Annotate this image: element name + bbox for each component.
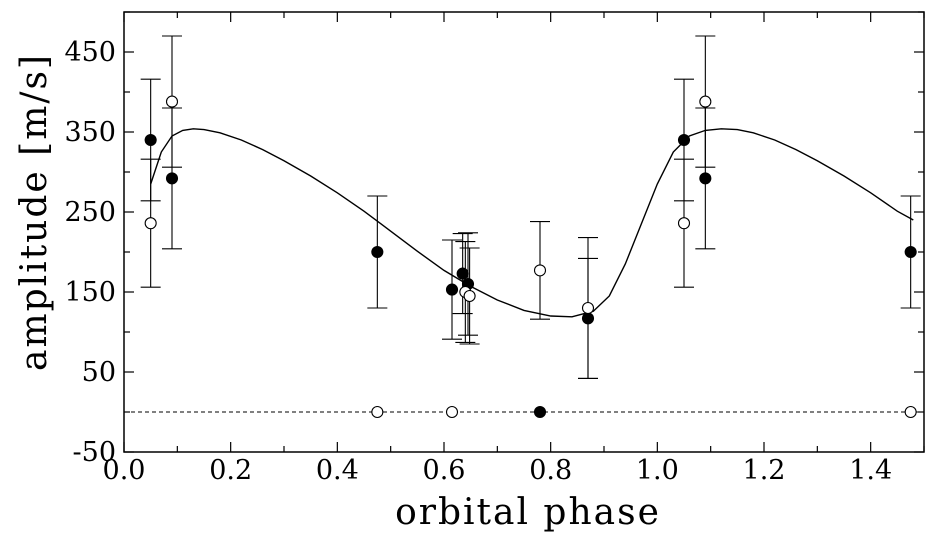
open-data-point xyxy=(165,95,179,108)
x-tick-label: 1.4 xyxy=(849,455,892,486)
y-tick-label: 50 xyxy=(82,357,116,388)
filled-data-point xyxy=(581,312,595,325)
x-tick-label: 0.6 xyxy=(423,455,466,486)
filled-data-point xyxy=(371,245,384,259)
error-bars xyxy=(140,35,921,379)
open-data-point xyxy=(699,95,712,108)
plot-frame xyxy=(123,11,925,453)
filled-data-point xyxy=(904,245,917,259)
model-curve xyxy=(150,128,914,318)
open-data-point xyxy=(581,301,595,315)
y-axis-label: amplitude [m/s] xyxy=(14,53,55,371)
open-data-point xyxy=(463,289,476,303)
points xyxy=(144,95,917,419)
open-data-point xyxy=(371,405,384,419)
x-tick-label: 0.0 xyxy=(103,455,146,486)
filled-data-point xyxy=(445,283,459,296)
filled-data-point xyxy=(699,172,712,185)
x-tick-label: 0.4 xyxy=(316,455,359,486)
open-data-point xyxy=(533,264,547,277)
x-tick-label: 1.2 xyxy=(743,455,786,486)
open-data-point xyxy=(445,405,459,419)
y-tick-labels: -50 50 150 250 350 450 xyxy=(64,37,116,468)
y-tick-label: -50 xyxy=(73,437,116,468)
x-tick-labels: 0.0 0.2 0.4 0.6 0.8 1.0 1.2 1.4 xyxy=(103,455,893,486)
filled-data-point xyxy=(456,267,469,280)
open-data-point xyxy=(144,217,157,230)
curve xyxy=(150,128,914,318)
ticks xyxy=(123,11,925,453)
y-tick-label: 250 xyxy=(64,197,116,228)
y-tick-label: 450 xyxy=(64,37,116,68)
x-tick-label: 1.0 xyxy=(636,455,679,486)
x-axis-label: orbital phase xyxy=(395,492,661,533)
x-tick-label: 0.2 xyxy=(209,455,252,486)
filled-data-point xyxy=(165,172,179,185)
open-data-point xyxy=(677,217,691,230)
filled-data-point xyxy=(144,133,157,147)
filled-data-point xyxy=(533,405,547,419)
open-data-point xyxy=(904,405,917,419)
y-tick-label: 150 xyxy=(64,277,116,308)
filled-data-point xyxy=(677,133,691,147)
y-tick-label: 350 xyxy=(64,117,116,148)
x-tick-label: 0.8 xyxy=(529,455,572,486)
